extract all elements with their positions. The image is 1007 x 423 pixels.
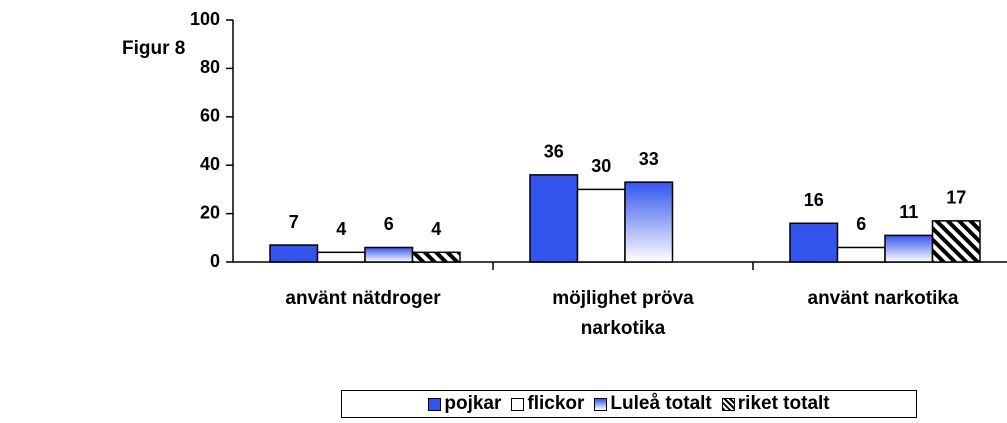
y-tick-label: 80: [200, 57, 220, 77]
value-label: 16: [804, 190, 824, 210]
value-label: 7: [289, 212, 299, 232]
bar: [624, 181, 674, 263]
figure-label: Figur 8: [122, 38, 186, 59]
value-label: 6: [384, 214, 394, 234]
legend-swatch: [428, 397, 442, 411]
legend-label: Luleå totalt: [610, 393, 712, 414]
value-label: 30: [591, 156, 611, 176]
value-label: 17: [946, 188, 966, 208]
y-tick-label: 100: [190, 9, 220, 29]
bar: [529, 174, 579, 263]
bar: [836, 246, 886, 263]
x-tick-label: använt narkotika: [807, 288, 959, 309]
legend-label: riket totalt: [737, 393, 830, 414]
y-tick-label: 0: [210, 251, 220, 271]
legend-swatch: [594, 397, 608, 411]
legend-item: riket totalt: [721, 393, 830, 415]
x-tick-label: möjlighet pröva narkotika: [552, 288, 694, 339]
y-tick-label: 20: [200, 202, 220, 222]
y-tick-label: 60: [200, 106, 220, 126]
bar: [931, 220, 981, 263]
x-tick-label: använt nätdroger: [285, 288, 441, 309]
value-label: 4: [431, 219, 441, 239]
bar: [576, 188, 626, 263]
y-tick-label: 40: [200, 154, 220, 174]
value-label: 4: [336, 219, 346, 239]
bar: [411, 251, 461, 263]
value-label: 33: [639, 149, 659, 169]
value-label: 11: [899, 202, 918, 222]
bar: [884, 234, 934, 263]
legend-item: pojkar: [428, 393, 501, 415]
legend-label: pojkar: [444, 393, 502, 414]
bar: [269, 244, 319, 263]
value-label: 36: [544, 142, 564, 162]
legend-item: Luleå totalt: [594, 393, 712, 415]
legend-swatch: [511, 397, 525, 411]
legend-item: flickor: [511, 393, 584, 415]
legend-label: flickor: [527, 393, 585, 414]
legend: pojkar flickor Luleå totalt riket totalt: [341, 390, 917, 418]
legend-swatch: [721, 397, 735, 411]
bar: [789, 222, 839, 263]
bar: [316, 251, 366, 263]
bar: [364, 246, 414, 263]
value-label: 6: [856, 214, 866, 234]
